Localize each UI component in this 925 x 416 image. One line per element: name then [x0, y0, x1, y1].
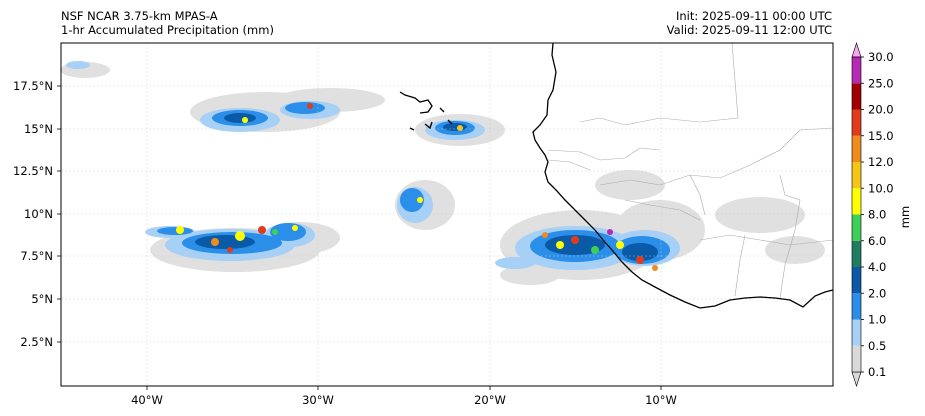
- colorbar-segment: [852, 188, 861, 215]
- map-frame: [60, 42, 834, 387]
- lat-label: 5°N: [31, 292, 53, 306]
- lat-label: 15°N: [24, 122, 53, 136]
- colorbar-extend-min: [851, 371, 862, 387]
- colorbar-segment: [852, 162, 861, 189]
- colorbar-segment: [852, 109, 861, 136]
- field-title: 1-hr Accumulated Precipitation (mm): [61, 23, 274, 37]
- colorbar-tick-label: 10.0: [868, 181, 894, 195]
- colorbar-tick-label: 6.0: [868, 234, 886, 248]
- model-title: NSF NCAR 3.75-km MPAS-A: [61, 9, 218, 23]
- lat-label: 10°N: [24, 207, 53, 221]
- lon-label: 10°W: [645, 393, 677, 407]
- colorbar-segment: [852, 293, 861, 320]
- lat-labels: 17.5°N 15°N 12.5°N 10°N 7.5°N 5°N 2.5°N: [13, 79, 53, 349]
- lat-label: 12.5°N: [13, 164, 53, 178]
- colorbar-tick-label: 1.0: [868, 313, 886, 327]
- lon-label: 30°W: [302, 393, 334, 407]
- colorbar-tick-label: 30.0: [868, 50, 894, 64]
- valid-time: Valid: 2025-09-11 12:00 UTC: [666, 23, 832, 37]
- colorbar-tick-label: 12.0: [868, 155, 894, 169]
- lat-label: 17.5°N: [13, 79, 53, 93]
- colorbar-segment: [852, 345, 861, 372]
- plot-title-right: Init: 2025-09-11 00:00 UTC Valid: 2025-0…: [667, 9, 832, 37]
- colorbar-segment: [852, 214, 861, 241]
- country-borders: [547, 42, 834, 299]
- colorbar-segment: [852, 319, 861, 346]
- colorbar-label: mm: [898, 206, 912, 228]
- colorbar-tick-label: 15.0: [868, 129, 894, 143]
- map-gridlines: [61, 43, 833, 386]
- coastline: [399, 42, 834, 309]
- lon-labels: 40°W 30°W 20°W 10°W: [131, 393, 677, 407]
- colorbar-segment: [852, 135, 861, 162]
- colorbar-tick-label: 2.0: [868, 286, 886, 300]
- init-time: Init: 2025-09-11 00:00 UTC: [676, 9, 832, 23]
- lon-label: 40°W: [131, 393, 163, 407]
- colorbar-tick-label: 0.1: [868, 365, 886, 379]
- axis-ticks: [57, 85, 662, 390]
- plot-title-left: NSF NCAR 3.75-km MPAS-A 1-hr Accumulated…: [61, 9, 274, 37]
- lon-label: 20°W: [474, 393, 506, 407]
- lat-label: 7.5°N: [20, 249, 53, 263]
- colorbar-tick-label: 25.0: [868, 76, 894, 90]
- colorbar-tick-label: 20.0: [868, 103, 894, 117]
- lat-label: 2.5°N: [20, 335, 53, 349]
- colorbar-segment: [852, 240, 861, 267]
- colorbar-extend-max: [851, 42, 862, 58]
- colorbar-tick-label: 0.5: [868, 339, 886, 353]
- colorbar-segments: [851, 42, 862, 387]
- colorbar-segment: [852, 57, 861, 84]
- colorbar-segment: [852, 83, 861, 110]
- colorbar-tick-label: 8.0: [868, 208, 886, 222]
- colorbar-tick-label: 4.0: [868, 260, 886, 274]
- colorbar-ticks: 0.1 0.5 1.0 2.0 4.0 6.0 8.0 10.0 12.0 15.0 20.0 25.…: [861, 50, 894, 379]
- colorbar-segment: [852, 267, 861, 294]
